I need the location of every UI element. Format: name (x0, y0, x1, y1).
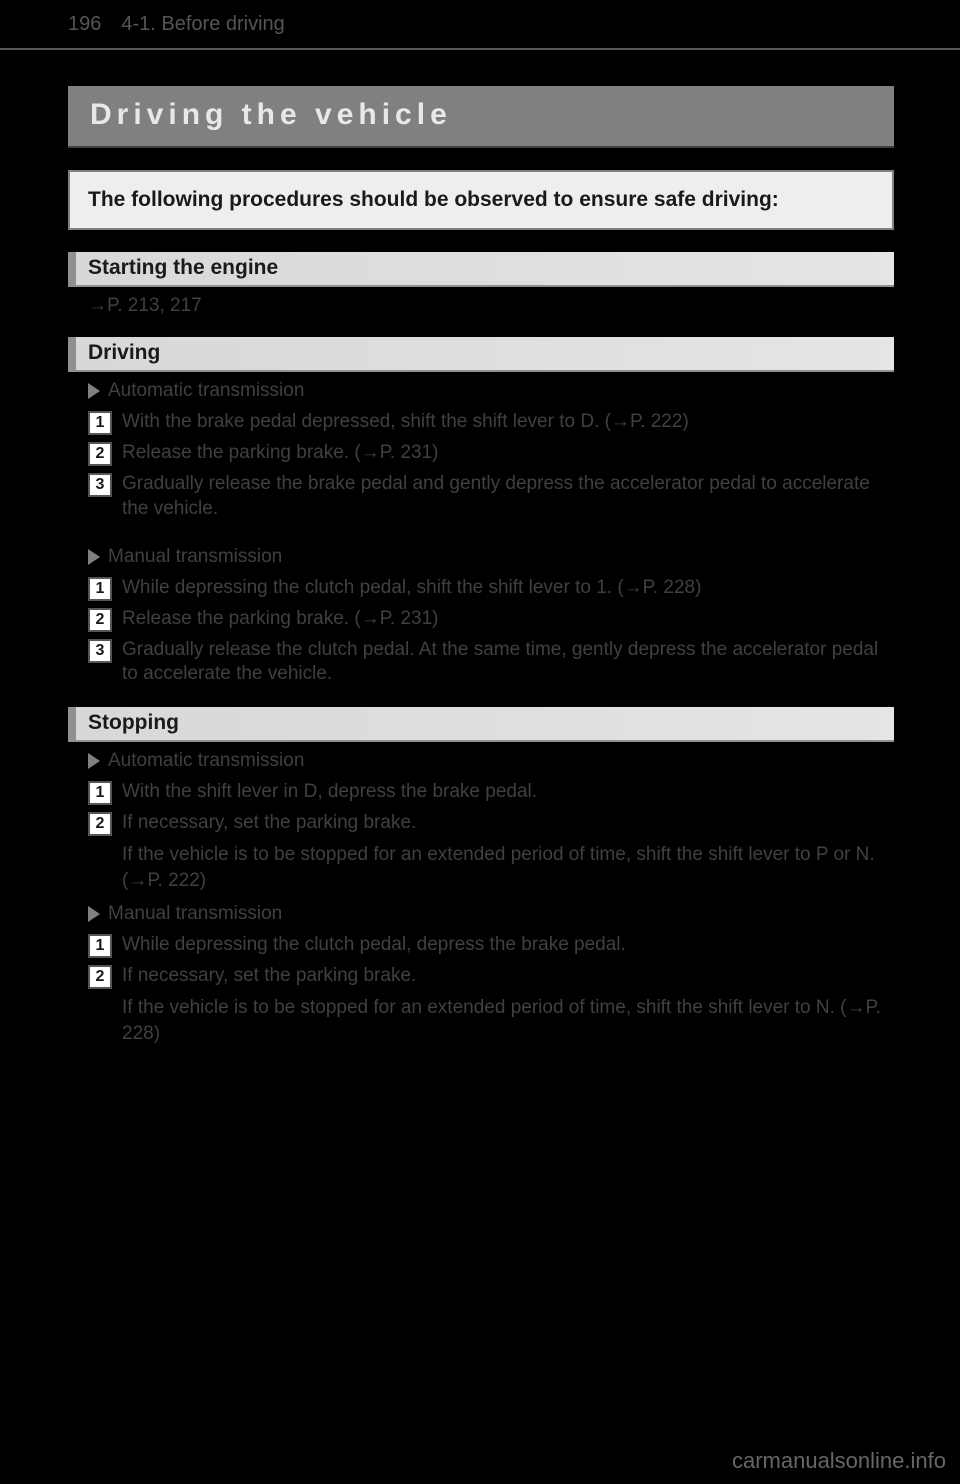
step-number-icon: 2 (88, 442, 112, 466)
variant-label: Manual transmission (108, 903, 282, 925)
title-bar: Driving the vehicle (68, 86, 894, 148)
triangle-icon (88, 549, 100, 565)
step-row: 1 With the brake pedal depressed, shift … (88, 410, 894, 435)
step-text: Gradually release the clutch pedal. At t… (122, 638, 894, 687)
variant-manual: Manual transmission (88, 903, 894, 925)
variant-auto: Automatic transmission (88, 380, 894, 402)
step-row: 2 If necessary, set the parking brake. (88, 811, 894, 836)
step-row: 2 If necessary, set the parking brake. (88, 964, 894, 989)
step-row: 3 Gradually release the clutch pedal. At… (88, 638, 894, 687)
step-text: With the brake pedal depressed, shift th… (122, 410, 894, 435)
subheading-label: Driving (88, 341, 160, 364)
triangle-icon (88, 906, 100, 922)
subheading-stopping: Stopping (68, 707, 894, 742)
title-text: Driving the vehicle (90, 98, 452, 131)
step-text: Release the parking brake. (→P. 231) (122, 607, 894, 632)
step-row: 2 Release the parking brake. (→P. 231) (88, 441, 894, 466)
watermark: carmanualsonline.info (732, 1448, 946, 1474)
page-number: 196 (68, 13, 101, 36)
step-row: 1 While depressing the clutch pedal, shi… (88, 576, 894, 601)
content-area: Driving the vehicle The following proced… (68, 86, 894, 1057)
step-row: 2 Release the parking brake. (→P. 231) (88, 607, 894, 632)
variant-manual: Manual transmission (88, 546, 894, 568)
step-number-icon: 1 (88, 934, 112, 958)
step-text: Release the parking brake. (→P. 231) (122, 441, 894, 466)
step-row: 1 While depressing the clutch pedal, dep… (88, 933, 894, 958)
step-number-icon: 2 (88, 812, 112, 836)
intro-box: The following procedures should be obser… (68, 170, 894, 230)
step-text: With the shift lever in D, depress the b… (122, 780, 894, 805)
variant-label: Automatic transmission (108, 750, 304, 772)
subheading-label: Starting the engine (88, 256, 278, 279)
step-text: If necessary, set the parking brake. (122, 964, 894, 989)
step-note: If the vehicle is to be stopped for an e… (122, 995, 894, 1046)
variant-label: Manual transmission (108, 546, 282, 568)
header-divider (0, 48, 960, 50)
variant-label: Automatic transmission (108, 380, 304, 402)
subheading-label: Stopping (88, 711, 179, 734)
header-row: 196 4-1. Before driving (0, 0, 960, 48)
step-number-icon: 1 (88, 577, 112, 601)
step-note: If the vehicle is to be stopped for an e… (122, 842, 894, 893)
step-number-icon: 1 (88, 781, 112, 805)
step-number-icon: 3 (88, 473, 112, 497)
step-row: 3 Gradually release the brake pedal and … (88, 472, 894, 521)
triangle-icon (88, 753, 100, 769)
intro-text: The following procedures should be obser… (88, 186, 874, 214)
starting-ref: →P. 213, 217 (88, 295, 894, 317)
page-root: 196 4-1. Before driving Driving the vehi… (0, 0, 960, 1484)
step-text: If necessary, set the parking brake. (122, 811, 894, 836)
triangle-icon (88, 383, 100, 399)
step-text: Gradually release the brake pedal and ge… (122, 472, 894, 521)
step-number-icon: 1 (88, 411, 112, 435)
step-number-icon: 2 (88, 608, 112, 632)
step-text: While depressing the clutch pedal, depre… (122, 933, 894, 958)
variant-auto: Automatic transmission (88, 750, 894, 772)
section-path: 4-1. Before driving (121, 13, 284, 36)
step-row: 1 With the shift lever in D, depress the… (88, 780, 894, 805)
step-text: While depressing the clutch pedal, shift… (122, 576, 894, 601)
step-number-icon: 3 (88, 639, 112, 663)
step-number-icon: 2 (88, 965, 112, 989)
subheading-starting: Starting the engine (68, 252, 894, 287)
subheading-driving: Driving (68, 337, 894, 372)
